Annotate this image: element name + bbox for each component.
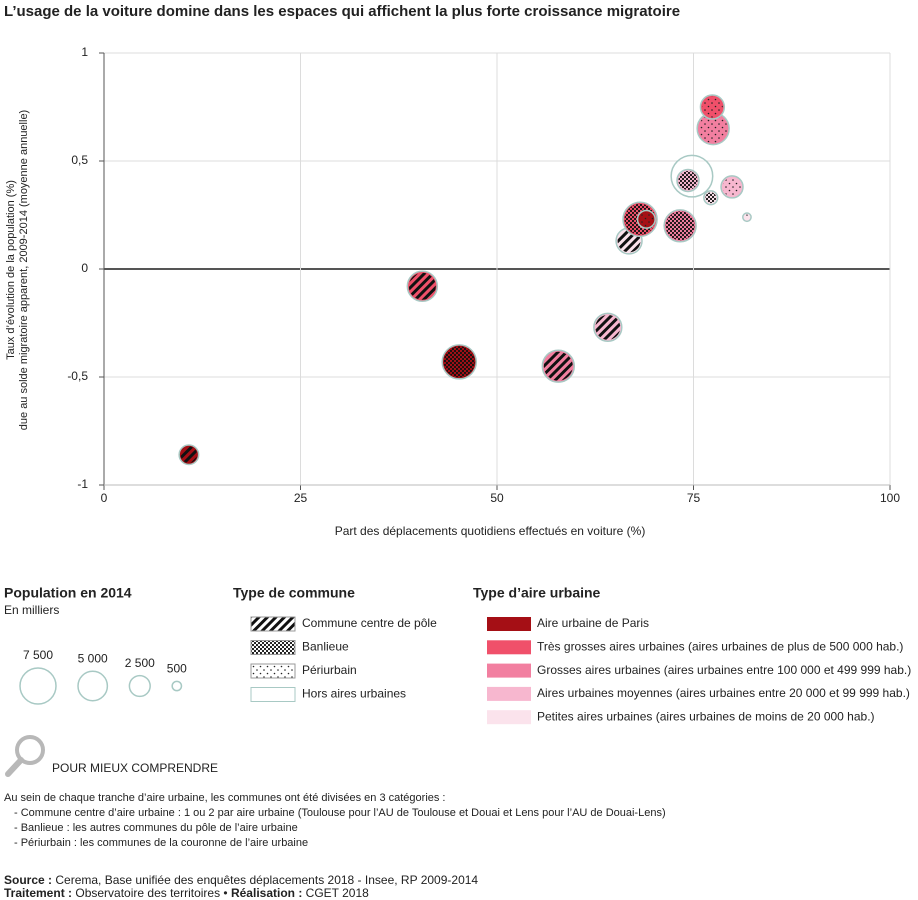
aire-swatch — [487, 617, 531, 631]
commune-legend-label: Banlieue — [302, 640, 349, 654]
note-line: Au sein de chaque tranche d’aire urbaine… — [4, 792, 446, 804]
aire-swatch — [487, 710, 531, 725]
aire-legend-label: Aires urbaines moyennes (aires urbaines … — [537, 686, 910, 700]
treatment-label: Traitement : — [4, 886, 72, 900]
x-tick-label: 25 — [294, 491, 308, 505]
bubble-pattern — [701, 96, 723, 118]
commune-swatch-pattern — [251, 664, 295, 678]
x-tick-label: 0 — [101, 491, 108, 505]
credits: Traitement : Observatoire des territoire… — [4, 886, 369, 900]
size-legend-label: 2 500 — [125, 656, 155, 670]
commune-swatch-pattern — [251, 641, 295, 654]
bubble-pattern — [180, 446, 198, 464]
source-text: Cerema, Base unifiée des enquêtes déplac… — [55, 873, 478, 887]
note-line: - Commune centre d’aire urbaine : 1 ou 2… — [14, 807, 666, 819]
source: Source : Cerema, Base unifiée des enquêt… — [4, 873, 478, 887]
x-tick-label: 50 — [490, 491, 504, 505]
legend-title: Population en 2014 — [4, 585, 132, 601]
aire-swatch — [487, 663, 531, 678]
commune-legend: Commune centre de pôle Banlieue Périurbain… — [250, 616, 437, 702]
bubble-pattern — [408, 272, 436, 300]
size-legend-circle — [128, 674, 151, 698]
aire-legend: Aire urbaine de Paris Très grosses aires … — [487, 616, 911, 725]
legend-subtitle: En milliers — [4, 603, 59, 617]
bubble-pattern — [678, 170, 698, 190]
magnifier-icon — [5, 735, 45, 777]
note-heading: POUR MIEUX COMPRENDRE — [52, 761, 218, 775]
bubble-pattern — [595, 314, 621, 340]
aire-legend-label: Aire urbaine de Paris — [537, 616, 649, 630]
x-tick-label: 100 — [880, 491, 900, 505]
bubble-pattern — [543, 351, 573, 381]
size-legend-circle — [77, 670, 109, 702]
y-axis-label: due au solde migratoire apparent, 2009-2… — [18, 110, 30, 430]
treatment-text: Observatoire des territoires • — [75, 886, 227, 900]
aire-legend-label: Grosses aires urbaines (aires urbaines e… — [537, 663, 911, 677]
bubble-pattern — [744, 214, 750, 220]
note-line: - Banlieue : les autres communes du pôle… — [14, 822, 298, 834]
bubble-pattern — [705, 192, 717, 204]
x-axis-label: Part des déplacements quotidiens effectu… — [335, 524, 646, 538]
aire-swatch — [487, 686, 531, 701]
note-line: - Périurbain : les communes de la couron… — [14, 837, 308, 849]
chart-title: L’usage de la voiture domine dans les es… — [4, 3, 680, 20]
aire-swatch — [487, 640, 531, 655]
commune-legend-label: Commune centre de pôle — [302, 616, 437, 630]
realisation-text: CGET 2018 — [306, 886, 369, 900]
size-legend: 7 500 5 000 2 500 500 — [19, 648, 187, 705]
y-tick-label: -1 — [77, 477, 88, 491]
commune-swatch — [250, 687, 296, 702]
commune-legend-label: Périurbain — [302, 663, 357, 677]
commune-legend-label: Hors aires urbaines — [302, 687, 406, 701]
legend-title: Type d’aire urbaine — [473, 585, 601, 601]
y-axis-label: Taux d’évolution de la population (%) — [5, 180, 17, 360]
y-tick-label: 1 — [81, 45, 88, 59]
plot-area: -1 -0,5 0 0,5 1 0 25 50 75 100 — [67, 45, 900, 505]
realisation-label: Réalisation : — [231, 886, 302, 900]
y-tick-label: 0,5 — [71, 153, 88, 167]
commune-swatch-pattern — [251, 617, 295, 631]
bubble-pattern — [639, 212, 654, 227]
bubble-pattern — [665, 211, 695, 241]
legend-title: Type de commune — [233, 585, 355, 601]
bubble-pattern — [443, 346, 475, 378]
size-legend-label: 500 — [167, 662, 187, 676]
size-legend-circle — [171, 680, 183, 692]
y-tick-label: -0,5 — [67, 369, 88, 383]
x-tick-label: 75 — [687, 491, 701, 505]
size-legend-label: 5 000 — [78, 651, 108, 665]
y-tick-label: 0 — [81, 261, 88, 275]
source-label: Source : — [4, 873, 52, 887]
aire-legend-label: Petites aires urbaines (aires urbaines d… — [537, 709, 875, 723]
size-legend-label: 7 500 — [23, 648, 53, 662]
bubble-pattern — [722, 177, 742, 197]
bubble-pattern — [698, 114, 728, 144]
size-legend-circle — [19, 667, 57, 705]
aire-legend-label: Très grosses aires urbaines (aires urbai… — [537, 639, 903, 653]
